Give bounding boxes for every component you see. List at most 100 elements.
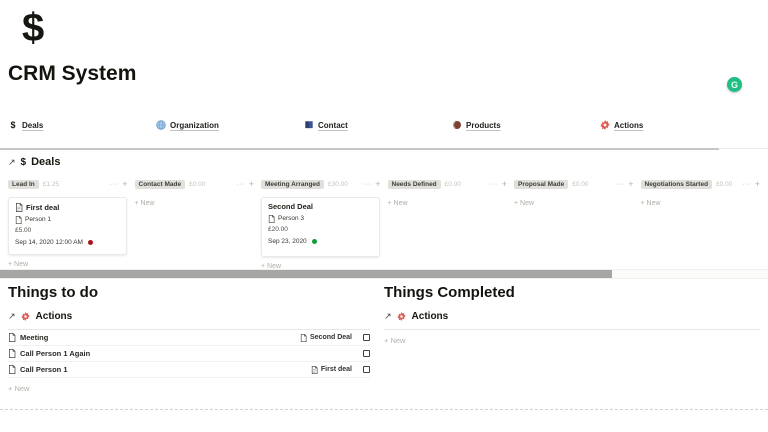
gear-icon (600, 120, 610, 130)
things-to-do-section: Things to do ↗ Actions Meeting Second De… (8, 284, 370, 393)
column-add-icon[interactable]: + (248, 179, 254, 189)
column-add-icon[interactable]: + (628, 179, 634, 189)
action-name: Meeting (20, 333, 49, 342)
deal-card-second-deal[interactable]: Second Deal Person 3 £20.00 Sep 23, 2020 (261, 197, 380, 257)
action-row-call-person-1-again[interactable]: Call Person 1 Again (8, 346, 370, 362)
new-card-button[interactable]: + New (387, 200, 408, 207)
view-tabs: $ Deals Organization Contact Products Ac… (8, 120, 764, 130)
done-checkbox[interactable] (363, 366, 370, 373)
horizontal-scrollbar-track[interactable] (0, 269, 768, 279)
kanban-column-meeting-arranged: Meeting Arranged £30.00 ··· + Second Dea… (261, 178, 388, 270)
gear-icon (21, 312, 31, 322)
action-row-call-person-1[interactable]: Call Person 1 First deal (8, 362, 370, 378)
page-icon (8, 365, 16, 374)
globe-icon (156, 120, 166, 130)
new-card-button[interactable]: + New (514, 200, 535, 207)
kanban-column-needs-defined: Needs Defined £0.00 ··· + + New (387, 178, 515, 270)
column-name-pill[interactable]: Lead In (8, 180, 39, 189)
product-icon (452, 120, 462, 130)
card-person: Person 3 (278, 214, 305, 222)
page-emoji-dollar-icon[interactable]: $ (22, 6, 45, 50)
deal-card-first-deal[interactable]: First deal Person 1 £5.00 Sep 14, 2020 1… (8, 197, 127, 255)
tab-actions[interactable]: Actions (600, 120, 748, 130)
open-in-full-icon[interactable]: ↗ (8, 311, 16, 321)
column-more-icon[interactable]: ··· (362, 181, 372, 188)
book-icon (304, 120, 314, 130)
divider (8, 329, 370, 330)
status-dot-green (311, 239, 317, 244)
section-title: Things Completed (384, 284, 515, 301)
related-deal-chip[interactable]: Second Deal (300, 333, 352, 342)
column-name-pill[interactable]: Needs Defined (387, 180, 441, 189)
action-row-meeting[interactable]: Meeting Second Deal (8, 330, 370, 346)
tab-contact[interactable]: Contact (304, 120, 452, 130)
tab-organization[interactable]: Organization (156, 120, 304, 130)
column-more-icon[interactable]: ··· (109, 181, 119, 188)
column-sum: £30.00 (328, 181, 348, 188)
column-sum: £0.00 (444, 181, 461, 188)
deals-db-header: ↗ $ Deals (8, 156, 60, 168)
status-dot-red (87, 240, 93, 245)
new-action-button[interactable]: + New (384, 336, 406, 345)
page-icon (300, 333, 307, 342)
page-icon (8, 349, 16, 358)
card-date: Sep 23, 2020 (268, 237, 307, 245)
grammarly-icon[interactable]: G (727, 77, 742, 92)
actions-db-title[interactable]: Actions (35, 311, 73, 322)
column-add-icon[interactable]: + (754, 179, 760, 189)
column-add-icon[interactable]: + (501, 179, 507, 189)
column-sum: £1.25 (42, 181, 60, 188)
actions-db-header: ↗ Actions (8, 311, 370, 322)
actions-db-header: ↗ Actions (384, 311, 760, 322)
horizontal-scrollbar-thumb[interactable] (0, 270, 612, 278)
done-checkbox[interactable] (363, 350, 370, 357)
things-completed-section: Things Completed ↗ Actions + New (384, 284, 760, 345)
column-more-icon[interactable]: ··· (615, 181, 625, 188)
card-amount: £20.00 (268, 226, 288, 233)
tab-products[interactable]: Products (452, 120, 600, 130)
column-add-icon[interactable]: + (375, 179, 381, 189)
page-edit-icon (15, 203, 23, 212)
new-card-button[interactable]: + New (8, 260, 29, 268)
related-deal-name: Second Deal (309, 334, 352, 341)
tab-label: Contact (318, 120, 348, 130)
deals-db-title[interactable]: Deals (31, 156, 61, 168)
page-icon (8, 333, 16, 342)
tab-label: Deals (22, 120, 44, 130)
column-name-pill[interactable]: Negotiations Started (640, 180, 713, 189)
related-deal-chip[interactable]: First deal (311, 365, 352, 374)
column-more-icon[interactable]: ··· (742, 181, 751, 188)
column-add-icon[interactable]: + (122, 179, 128, 189)
kanban-column-contact-made: Contact Made £0.00 ··· + + New (134, 178, 262, 270)
kanban-column-proposal-made: Proposal Made £0.00 ··· + + New (514, 178, 641, 270)
done-checkbox[interactable] (363, 334, 370, 341)
card-person: Person 1 (25, 215, 52, 223)
tab-deals[interactable]: $ Deals (8, 120, 156, 130)
card-title: Second Deal (268, 202, 314, 211)
column-name-pill[interactable]: Meeting Arranged (261, 180, 325, 189)
column-name-pill[interactable]: Proposal Made (514, 180, 569, 189)
card-date: Sep 14, 2020 12:00 AM (15, 238, 83, 246)
related-deal-name: First deal (320, 366, 352, 373)
page-icon (268, 214, 275, 223)
column-more-icon[interactable]: ··· (489, 181, 498, 188)
column-sum: £0.00 (189, 181, 206, 188)
column-name-pill[interactable]: Contact Made (134, 180, 186, 189)
new-card-button[interactable]: + New (640, 200, 661, 207)
deals-kanban-board: Lead In £1.25 ··· + First deal Person 1 … (8, 178, 768, 270)
new-action-button[interactable]: + New (8, 384, 30, 393)
page-title: CRM System (8, 62, 137, 85)
card-amount: £5.00 (15, 227, 32, 234)
open-in-full-icon[interactable]: ↗ (384, 311, 392, 321)
kanban-column-lead-in: Lead In £1.25 ··· + First deal Person 1 … (8, 178, 135, 270)
column-sum: £0.00 (716, 181, 733, 188)
divider (0, 148, 719, 150)
divider (0, 409, 768, 410)
column-more-icon[interactable]: ··· (236, 181, 245, 188)
open-in-full-icon[interactable]: ↗ (8, 156, 16, 167)
actions-db-title[interactable]: Actions (411, 311, 449, 322)
page-icon (15, 215, 22, 224)
new-card-button[interactable]: + New (134, 200, 155, 207)
new-card-button[interactable]: + New (261, 262, 282, 270)
action-name: Call Person 1 Again (20, 349, 91, 358)
